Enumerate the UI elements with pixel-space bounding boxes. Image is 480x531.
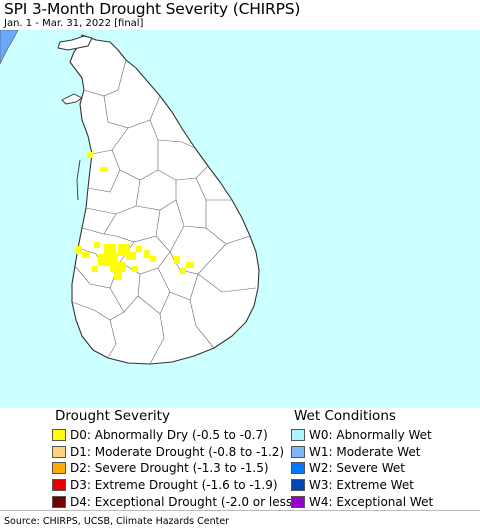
- legend-swatch: [291, 479, 305, 492]
- legend-swatch: [52, 495, 66, 508]
- wet-legend-title: Wet Conditions: [294, 408, 396, 424]
- legend-label: W1: Moderate Wet: [309, 444, 421, 459]
- jaffna-peninsula: [57, 35, 93, 51]
- legend-item-w2: W2: Severe Wet: [291, 460, 433, 477]
- legend-label: D4: Exceptional Drought (-2.0 or less): [70, 494, 297, 509]
- footer: Source: CHIRPS, UCSB, Climate Hazards Ce…: [0, 510, 480, 531]
- legend-item-d3: D3: Extreme Drought (-1.6 to -1.9): [52, 477, 297, 494]
- legend-swatch: [52, 462, 66, 475]
- legend-swatch: [52, 429, 66, 442]
- dry-patch: [82, 252, 90, 258]
- legend-label: W0: Abnormally Wet: [309, 428, 432, 443]
- sri-lanka-map: [0, 30, 260, 365]
- legend-label: D1: Moderate Drought (-0.8 to -1.2): [70, 444, 285, 459]
- map-subtitle: Jan. 1 - Mar. 31, 2022 [final]: [4, 18, 144, 29]
- dry-patch: [100, 167, 108, 172]
- dry-patch: [132, 266, 138, 272]
- legend-label: W2: Severe Wet: [309, 461, 405, 476]
- dry-patch: [144, 250, 150, 258]
- abnormally-dry-areas: [76, 152, 194, 280]
- legend-swatch: [52, 479, 66, 492]
- dry-patch: [180, 268, 186, 274]
- dry-patch: [92, 266, 98, 272]
- legend-item-w4: W4: Exceptional Wet: [291, 493, 433, 510]
- mannar-island: [61, 93, 83, 105]
- dry-patch: [94, 242, 100, 248]
- dry-patch: [136, 246, 142, 252]
- drought-legend-title: Drought Severity: [55, 408, 170, 424]
- legend-swatch: [291, 429, 305, 442]
- legend-swatch: [291, 445, 305, 458]
- dry-patch: [150, 256, 156, 262]
- dry-patch: [126, 252, 136, 260]
- legend-label: D2: Severe Drought (-1.3 to -1.5): [70, 461, 269, 476]
- legend-label: W3: Extreme Wet: [309, 478, 414, 493]
- kalpitiya-spit: [76, 159, 81, 201]
- dry-patch: [104, 244, 116, 254]
- dry-patch: [174, 256, 180, 264]
- legend-label: D3: Extreme Drought (-1.6 to -1.9): [70, 478, 278, 493]
- wet-legend: Wet Conditions W0: Abnormally Wet W1: Mo…: [291, 408, 433, 510]
- map-area: [0, 30, 480, 408]
- legend-item-w1: W1: Moderate Wet: [291, 444, 433, 461]
- sri-lanka-outline: [69, 34, 260, 365]
- dry-patch: [186, 262, 194, 268]
- source-credit: Source: CHIRPS, UCSB, Climate Hazards Ce…: [4, 516, 230, 527]
- legend-item-d4: D4: Exceptional Drought (-2.0 or less): [52, 493, 297, 510]
- legend-label: W4: Exceptional Wet: [309, 494, 434, 509]
- legend-item-d2: D2: Severe Drought (-1.3 to -1.5): [52, 460, 297, 477]
- legend-item-w0: W0: Abnormally Wet: [291, 427, 433, 444]
- drought-legend: Drought Severity D0: Abnormally Dry (-0.…: [52, 408, 297, 510]
- legend-item-w3: W3: Extreme Wet: [291, 477, 433, 494]
- dry-patch: [87, 152, 93, 158]
- legend-swatch: [291, 495, 305, 508]
- map-title: SPI 3-Month Drought Severity (CHIRPS): [4, 0, 301, 18]
- legend-item-d0: D0: Abnormally Dry (-0.5 to -0.7): [52, 427, 297, 444]
- legend-swatch: [291, 462, 305, 475]
- legend-item-d1: D1: Moderate Drought (-0.8 to -1.2): [52, 444, 297, 461]
- legend-label: D0: Abnormally Dry (-0.5 to -0.7): [70, 428, 268, 443]
- dry-patch: [76, 246, 82, 254]
- dry-patch: [110, 262, 126, 272]
- mainland-india-shape: [0, 30, 19, 65]
- dry-patch: [114, 270, 122, 280]
- legend-swatch: [52, 445, 66, 458]
